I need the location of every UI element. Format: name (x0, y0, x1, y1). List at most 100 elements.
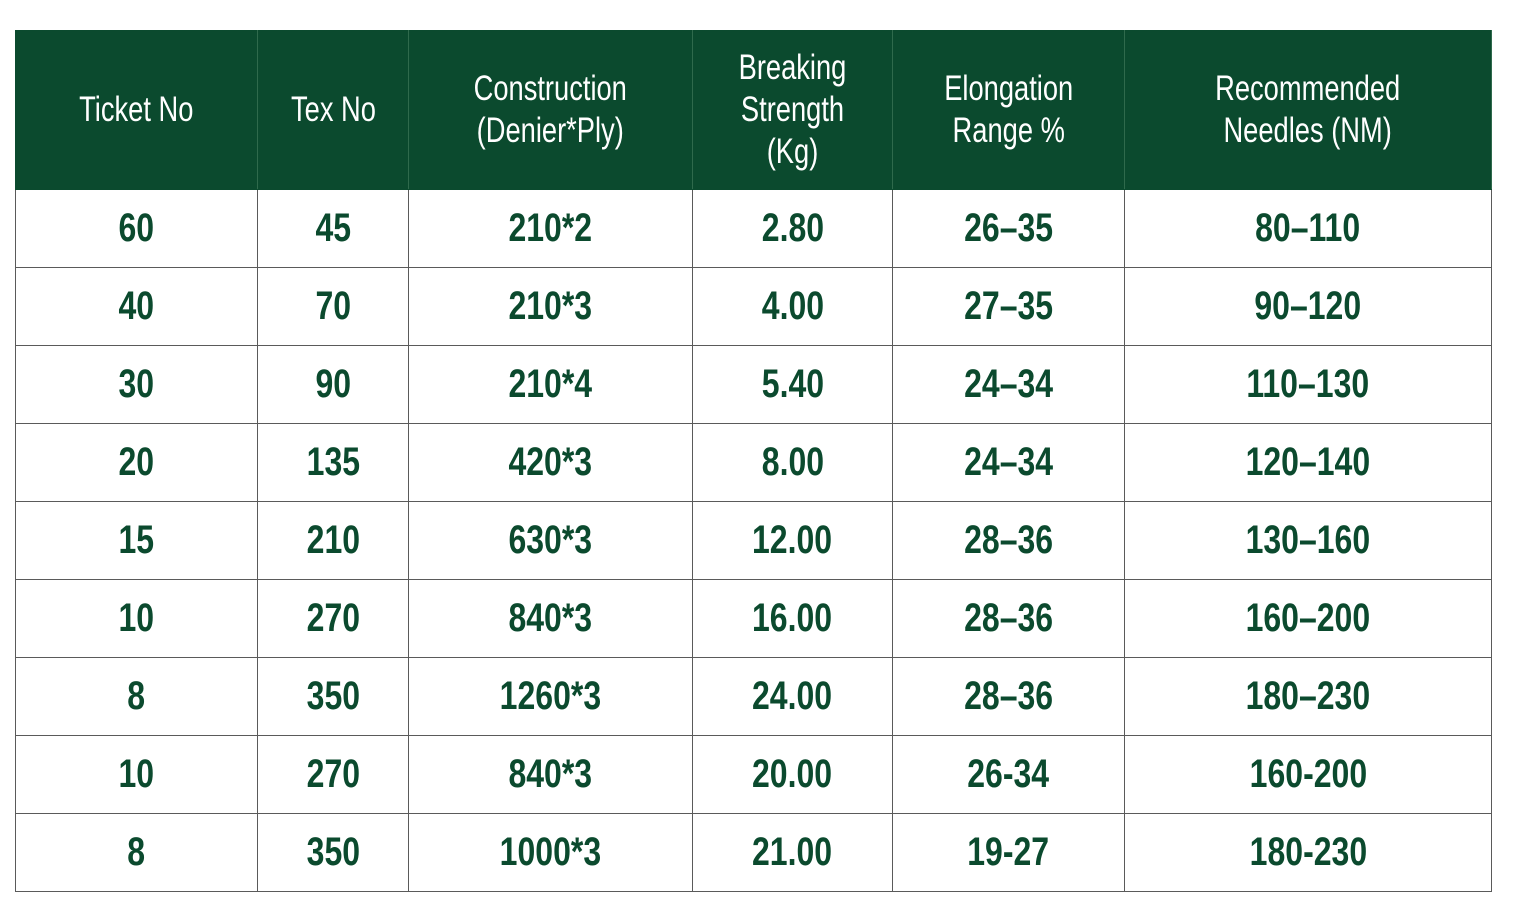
cell-text: 80–110 (1255, 206, 1361, 250)
header-text: Recommended Needles (NM) (1215, 69, 1401, 150)
cell-text: 45 (315, 206, 351, 250)
header-cell: Recommended Needles (NM) (1124, 30, 1492, 190)
table-cell: 90 (257, 345, 409, 424)
cell-text: 26-34 (967, 752, 1050, 796)
table-cell: 21.00 (692, 813, 893, 892)
table-cell: 1000*3 (408, 813, 693, 892)
header-text: Construction (Denier*Ply) (473, 69, 628, 150)
cell-text: 160-200 (1249, 752, 1367, 796)
cell-text: 840*3 (508, 752, 593, 796)
header-cell: Ticket No (15, 30, 258, 190)
table-cell: 20.00 (692, 735, 893, 814)
cell-text: 4.00 (761, 284, 824, 328)
cell-text: 1000*3 (499, 830, 602, 874)
cell-text: 210*3 (508, 284, 593, 328)
table-cell: 135 (257, 423, 409, 502)
cell-text: 26–35 (963, 206, 1053, 250)
cell-text: 8 (127, 830, 146, 874)
header-cell: Breaking Strength (Kg) (692, 30, 893, 190)
table-cell: 210*2 (408, 189, 693, 268)
table-cell: 27–35 (892, 267, 1125, 346)
table-cell: 15 (15, 501, 258, 580)
table-cell: 4.00 (692, 267, 893, 346)
cell-text: 60 (118, 206, 155, 250)
cell-text: 27–35 (963, 284, 1053, 328)
table-cell: 210 (257, 501, 409, 580)
cell-text: 130–160 (1245, 518, 1371, 562)
cell-text: 90–120 (1254, 284, 1362, 328)
table-cell: 5.40 (692, 345, 893, 424)
table-cell: 40 (15, 267, 258, 346)
cell-text: 350 (306, 674, 360, 718)
header-cell: Tex No (257, 30, 409, 190)
table-cell: 24–34 (892, 423, 1125, 502)
table-cell: 1260*3 (408, 657, 693, 736)
table-cell: 90–120 (1124, 267, 1492, 346)
cell-text: 10 (118, 596, 155, 640)
cell-text: 110–130 (1246, 362, 1370, 406)
table-row: 20 135 420*3 8.00 24–34 120–140 (15, 423, 1492, 502)
table-row: 60 45 210*2 2.80 26–35 80–110 (15, 189, 1492, 268)
cell-text: 210*2 (508, 206, 593, 250)
header-row: Ticket No Tex No Construction (Denier*Ply)… (15, 30, 1492, 190)
table-cell: 210*4 (408, 345, 693, 424)
table-cell: 60 (15, 189, 258, 268)
cell-text: 30 (118, 362, 155, 406)
cell-text: 270 (306, 752, 360, 796)
table-cell: 110–130 (1124, 345, 1492, 424)
cell-text: 210*4 (508, 362, 593, 406)
cell-text: 180–230 (1245, 674, 1371, 718)
table-cell: 28–36 (892, 501, 1125, 580)
table-cell: 2.80 (692, 189, 893, 268)
table-cell: 210*3 (408, 267, 693, 346)
table-cell: 350 (257, 657, 409, 736)
header-text: Elongation Range % (943, 69, 1074, 150)
cell-text: 5.40 (761, 362, 824, 406)
table-cell: 270 (257, 735, 409, 814)
cell-text: 90 (315, 362, 351, 406)
cell-text: 20.00 (752, 752, 833, 796)
table-cell: 270 (257, 579, 409, 658)
table-cell: 8 (15, 657, 258, 736)
cell-text: 24.00 (752, 674, 833, 718)
cell-text: 10 (118, 752, 155, 796)
table-cell: 420*3 (408, 423, 693, 502)
cell-text: 24–34 (963, 362, 1053, 406)
table-row: 30 90 210*4 5.40 24–34 110–130 (15, 345, 1492, 424)
cell-text: 40 (118, 284, 155, 328)
cell-text: 840*3 (508, 596, 593, 640)
table-cell: 630*3 (408, 501, 693, 580)
table-cell: 120–140 (1124, 423, 1492, 502)
table-cell: 10 (15, 735, 258, 814)
header-text: Breaking Strength (Kg) (738, 48, 847, 171)
table-cell: 130–160 (1124, 501, 1492, 580)
table-row: 8 350 1260*3 24.00 28–36 180–230 (15, 657, 1492, 736)
cell-text: 420*3 (508, 440, 593, 484)
table-cell: 24–34 (892, 345, 1125, 424)
table-cell: 12.00 (692, 501, 893, 580)
table-cell: 30 (15, 345, 258, 424)
table-cell: 180-230 (1124, 813, 1492, 892)
cell-text: 135 (306, 440, 360, 484)
cell-text: 28–36 (963, 596, 1053, 640)
table-cell: 20 (15, 423, 258, 502)
table-cell: 24.00 (692, 657, 893, 736)
cell-text: 16.00 (752, 596, 833, 640)
cell-text: 24–34 (963, 440, 1053, 484)
cell-text: 1260*3 (499, 674, 602, 718)
header-text: Ticket No (79, 90, 194, 129)
cell-text: 350 (306, 830, 360, 874)
table-cell: 28–36 (892, 579, 1125, 658)
table-cell: 80–110 (1124, 189, 1492, 268)
table-cell: 180–230 (1124, 657, 1492, 736)
cell-text: 15 (118, 518, 155, 562)
cell-text: 20 (118, 440, 155, 484)
table-cell: 19-27 (892, 813, 1125, 892)
cell-text: 28–36 (963, 518, 1053, 562)
table-cell: 10 (15, 579, 258, 658)
cell-text: 12.00 (752, 518, 833, 562)
cell-text: 270 (306, 596, 360, 640)
table-cell: 45 (257, 189, 409, 268)
header-cell: Elongation Range % (892, 30, 1125, 190)
cell-text: 120–140 (1245, 440, 1371, 484)
